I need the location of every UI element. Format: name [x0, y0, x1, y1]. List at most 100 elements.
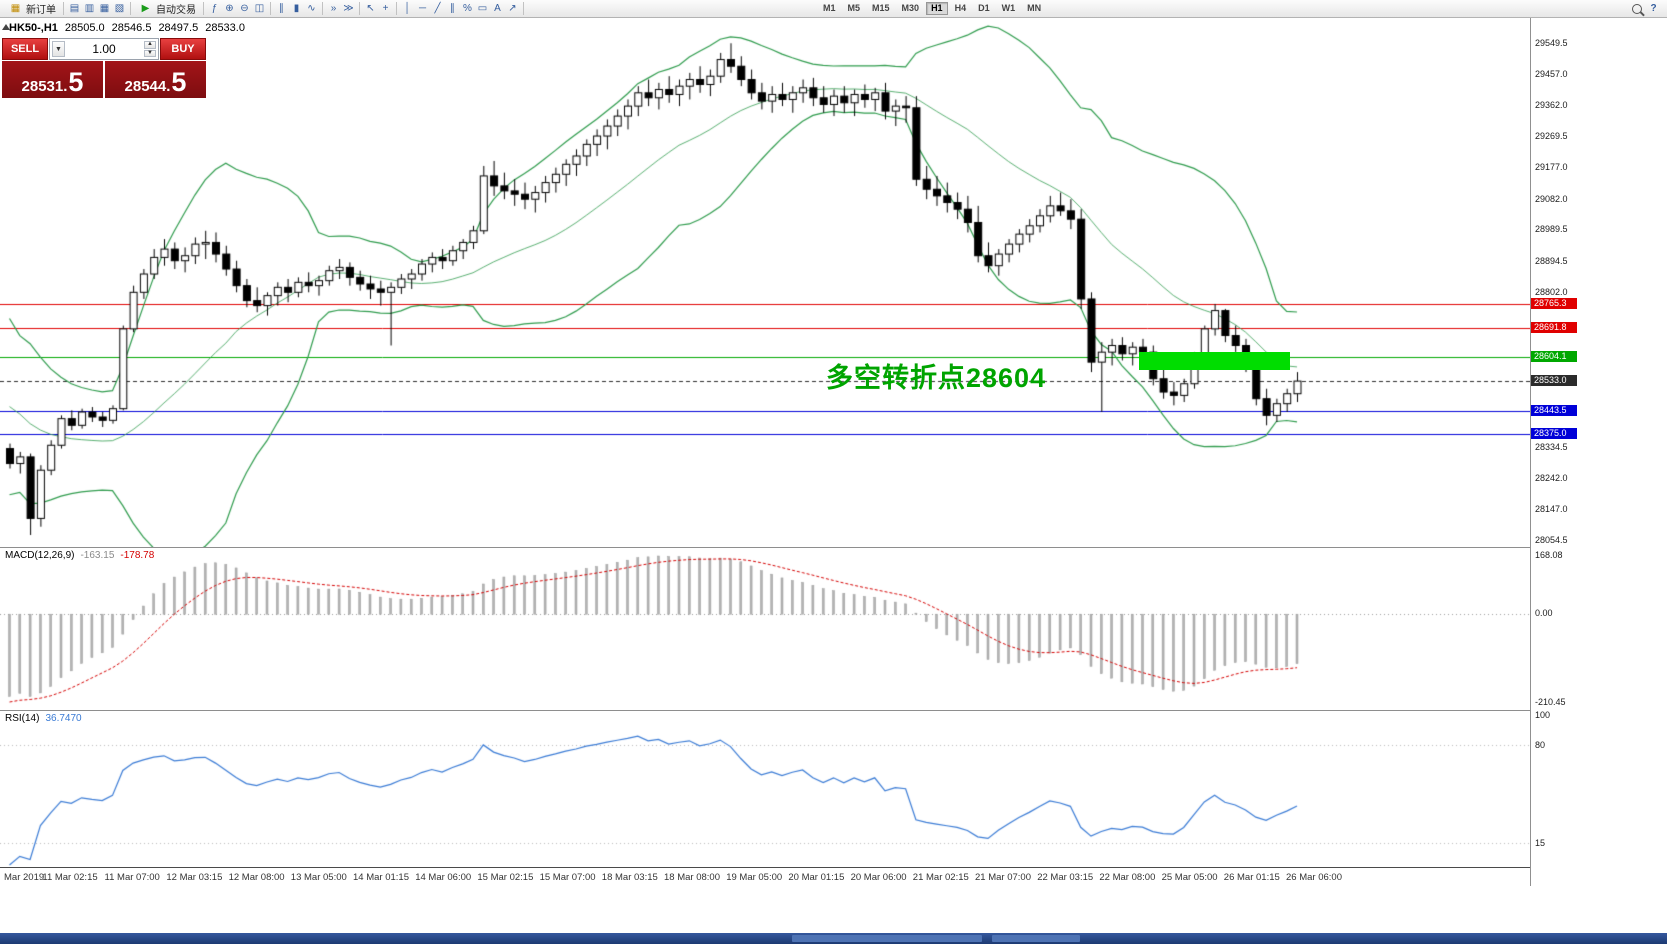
price-axis-label: 29177.0: [1535, 161, 1568, 172]
sell-price-big-digit: 5: [68, 67, 84, 98]
time-axis-label: 26 Mar 01:15: [1223, 872, 1280, 883]
volume-input[interactable]: ▼ 1.00 ▲ ▼: [49, 38, 159, 60]
text-icon[interactable]: A: [494, 2, 501, 14]
volume-down-icon[interactable]: ▼: [144, 49, 156, 57]
price-line-tag: 28375.0: [1531, 427, 1577, 439]
chart-shift-icon[interactable]: ≫: [343, 2, 354, 14]
trendline-icon[interactable]: ╱: [434, 2, 441, 14]
symbol-period-label: HK50-,H1: [9, 22, 58, 34]
panel-separator[interactable]: [0, 710, 1530, 711]
chart-annotation-text[interactable]: 多空转折点28604: [826, 363, 1047, 393]
timeframe-m1-button[interactable]: M1: [823, 3, 836, 13]
line-chart-icon[interactable]: ∿: [307, 2, 316, 14]
navigator-icon[interactable]: ▧: [114, 2, 125, 14]
price-line-tag: 28443.5: [1531, 404, 1577, 416]
rsi-canvas[interactable]: [0, 711, 1530, 867]
panel-separator[interactable]: [0, 547, 1530, 548]
toolbar-separator: [359, 2, 360, 15]
timeframe-m5-button[interactable]: M5: [847, 3, 861, 13]
taskbar: [0, 933, 1667, 944]
price-line-tag: 28691.8: [1531, 322, 1577, 334]
timeframe-h1-button[interactable]: H1: [926, 2, 948, 15]
autotrading-label: 自动交易: [156, 5, 196, 16]
shapes-icon[interactable]: ▭: [477, 2, 488, 14]
timeframe-mn-button[interactable]: MN: [1027, 3, 1042, 13]
price-axis-label: 28802.0: [1535, 286, 1568, 297]
auto-scroll-icon[interactable]: »: [330, 2, 337, 14]
taskbar-item[interactable]: [792, 935, 982, 942]
ohlc-low: 28497.5: [158, 22, 199, 34]
ohlc-close: 28533.0: [205, 22, 245, 34]
timeframe-m30-button[interactable]: M30: [901, 3, 920, 13]
time-axis[interactable]: Mar 2019 11 Mar 02:15 11 Mar 07:00 12 Mar 0…: [0, 867, 1530, 886]
candlestick-chart-icon[interactable]: ▮: [293, 2, 300, 14]
macd-panel: MACD(12,26,9) -163.15 -178.78: [0, 548, 1530, 710]
autotrading-button[interactable]: ▶ 自动交易: [134, 1, 200, 17]
taskbar-item[interactable]: [992, 935, 1080, 942]
fibonacci-icon[interactable]: %: [463, 2, 472, 14]
arrows-icon[interactable]: ↗: [508, 2, 517, 14]
price-axis-label: 29457.0: [1535, 68, 1568, 79]
profiles-icon[interactable]: ▥: [84, 2, 95, 14]
macd-axis-label: -210.45: [1535, 697, 1566, 707]
macd-label: MACD(12,26,9) -163.15 -178.78: [5, 550, 154, 561]
bar-chart-icon[interactable]: ∥: [279, 2, 284, 14]
volume-dropdown-icon[interactable]: ▼: [52, 41, 65, 57]
timeframe-w1-button[interactable]: W1: [1001, 3, 1016, 13]
timeframe-d1-button[interactable]: D1: [978, 3, 990, 13]
price-axis-label: 28147.0: [1535, 504, 1568, 515]
toolbar-separator: [396, 2, 397, 15]
rsi-value: 36.7470: [45, 713, 82, 724]
market-watch-icon[interactable]: ▦: [99, 2, 110, 14]
channel-icon[interactable]: ∥: [450, 2, 455, 14]
buy-price-main: 28544.: [124, 78, 171, 95]
sell-price-display[interactable]: 28531. 5: [2, 61, 103, 98]
price-axis-label: 29082.0: [1535, 193, 1568, 204]
one-click-panel-toggle[interactable]: [2, 24, 10, 30]
toolbar-separator: [130, 2, 131, 15]
buy-button[interactable]: BUY: [160, 38, 206, 60]
price-axis-label: 28334.5: [1535, 442, 1568, 453]
highlight-rectangle[interactable]: [1139, 352, 1291, 371]
time-axis-label: Mar 2019: [4, 872, 45, 883]
macd-axis-label: 0.00: [1535, 608, 1553, 619]
indicators-icon[interactable]: ƒ: [211, 2, 218, 14]
price-axis-label: 28894.5: [1535, 255, 1568, 266]
time-axis-label: 11 Mar 07:00: [104, 872, 160, 883]
rsi-label: RSI(14) 36.7470: [5, 713, 82, 724]
sell-price-main: 28531.: [21, 78, 68, 95]
buy-price-display[interactable]: 28544. 5: [105, 61, 206, 98]
main-chart-canvas[interactable]: [0, 18, 1530, 547]
timeframe-h4-button[interactable]: H4: [954, 3, 967, 13]
zoom-out-icon[interactable]: ⊖: [240, 2, 249, 14]
timeframe-m15-button[interactable]: M15: [872, 3, 890, 13]
time-axis-label: 13 Mar 05:00: [290, 872, 347, 883]
tile-windows-icon[interactable]: ◫: [254, 2, 265, 14]
vertical-line-icon[interactable]: │: [404, 2, 411, 14]
volume-up-icon[interactable]: ▲: [144, 41, 156, 49]
new-order-button[interactable]: ▦ 新订单: [4, 1, 60, 17]
rsi-axis-label: 80: [1535, 740, 1546, 750]
crosshair-icon[interactable]: +: [382, 2, 389, 14]
charts-window-icon[interactable]: ▤: [69, 2, 80, 14]
zoom-in-icon[interactable]: ⊕: [225, 2, 234, 14]
help-icon[interactable]: ?: [1650, 2, 1657, 14]
rsi-panel: RSI(14) 36.7470: [0, 711, 1530, 867]
price-axis-label: 28054.5: [1535, 535, 1568, 546]
time-axis-label: 18 Mar 03:15: [601, 872, 658, 883]
one-click-trading-panel: SELL ▼ 1.00 ▲ ▼ BUY 28531. 5 28544. 5: [2, 38, 206, 98]
chart-ohlc-line: HK50-,H1 28505.0 28546.5 28497.5 28533.0: [9, 22, 245, 34]
price-axis[interactable]: 29549.5 29457.0 29362.0 29269.5 29177.0 29082…: [1530, 18, 1667, 886]
timeframe-toolbar: M1 M5 M15 M30 H1 H4 D1 W1 MN: [817, 2, 1047, 15]
macd-axis-label: 168.08: [1535, 550, 1563, 560]
sell-button[interactable]: SELL: [2, 38, 48, 60]
cursor-icon[interactable]: ↖: [366, 2, 375, 14]
time-axis-label: 26 Mar 06:00: [1286, 872, 1342, 883]
macd-canvas[interactable]: [0, 548, 1530, 710]
ohlc-open: 28505.0: [64, 22, 105, 34]
horizontal-line-icon[interactable]: ─: [418, 2, 427, 14]
search-icon[interactable]: [1632, 3, 1642, 14]
rsi-axis-label: 15: [1535, 837, 1546, 848]
price-axis-label: 29269.5: [1535, 131, 1568, 142]
